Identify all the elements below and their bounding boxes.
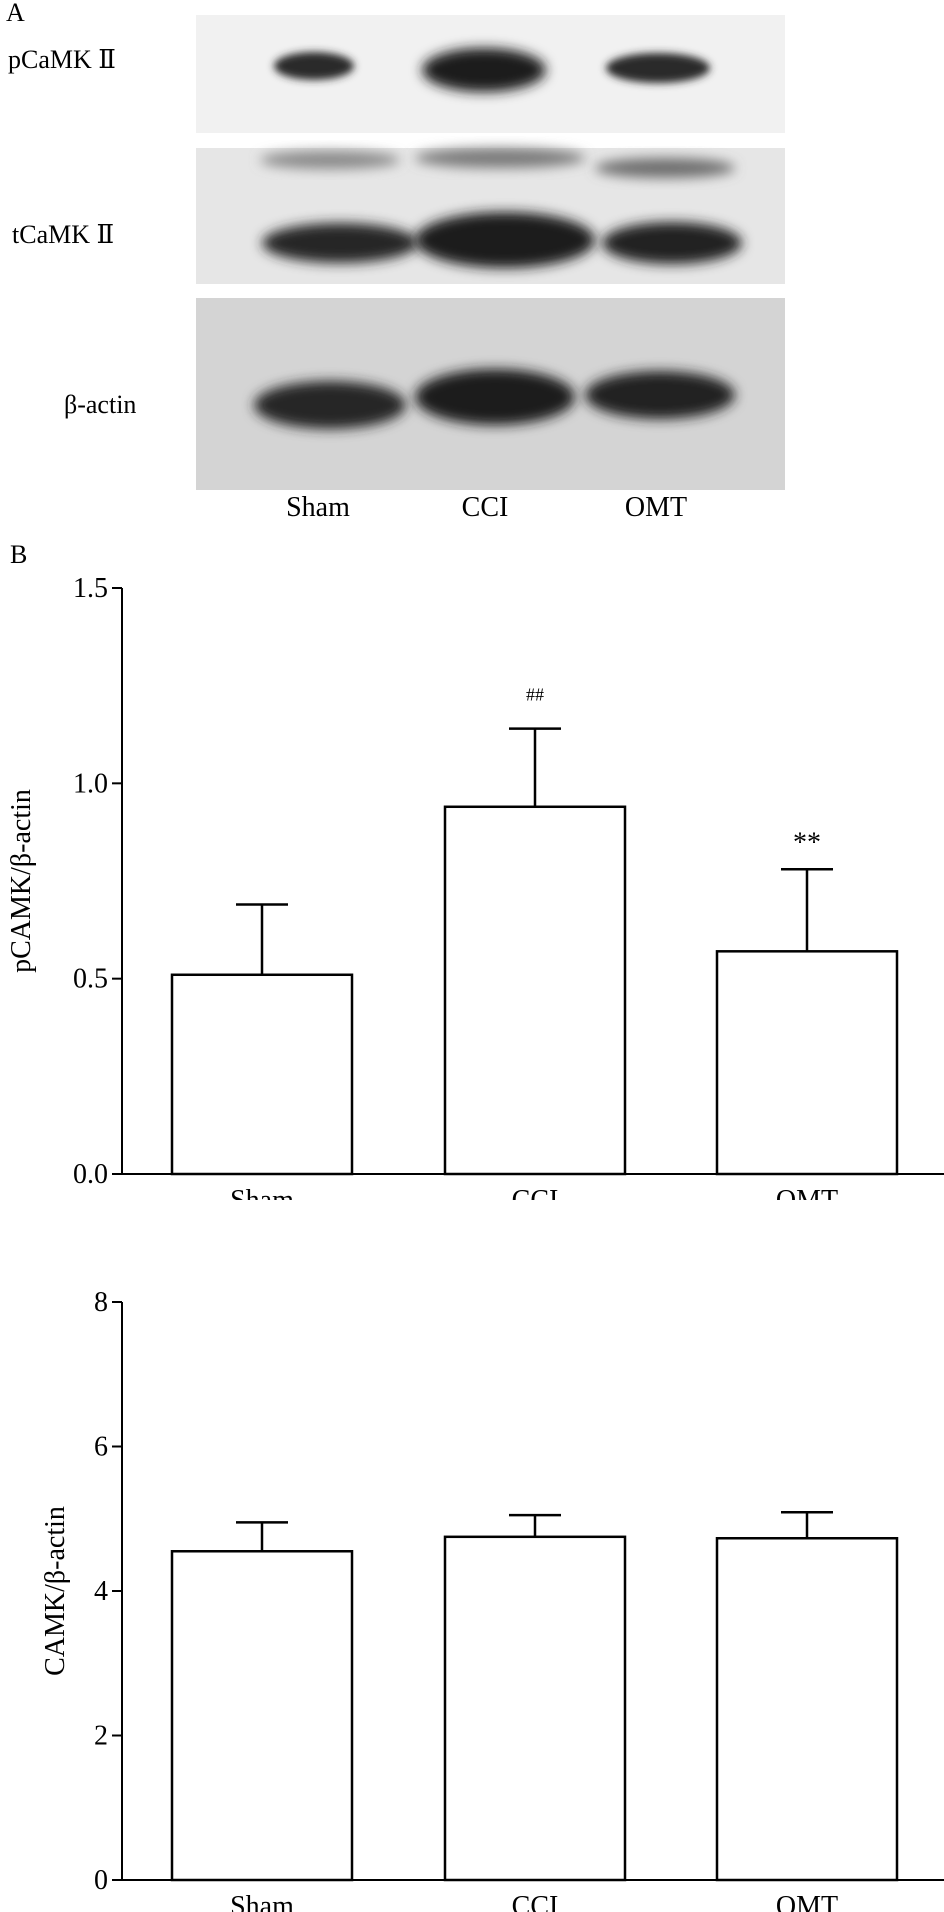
y-tick-label: 6 [94,1432,108,1463]
bar-sham [170,1550,354,1882]
y-tick-label: 0 [94,1865,108,1896]
band-actin-sham [254,381,406,429]
band-actin-omt [585,371,735,419]
y-axis-label: pCAMK/β-actin [6,789,37,973]
y-tick-label: 4 [94,1576,108,1607]
blot-row-label-tcamk: tCaMK Ⅱ [12,220,115,249]
band-tcamk-upper-sham [260,151,400,169]
band-actin-cci [415,369,575,425]
y-tick-label: 1.0 [73,768,108,799]
band-tcamk-upper-omt [595,158,735,178]
y-tick-label: 2 [94,1721,108,1752]
bar-omt [715,950,899,1176]
y-tick-label: 0.5 [73,964,108,995]
band-tcamk-cci [415,212,595,268]
x-tick-label: Sham [230,1891,294,1912]
blot-row-label-beta-actin: β-actin [64,390,137,419]
lane-label-omt: OMT [624,492,688,523]
band-pcamk-sham [274,52,354,80]
panel-b-label: B [10,540,28,569]
bar-cci [443,805,627,1176]
y-tick-label: 1.5 [73,573,108,604]
y-tick-label: 0.0 [73,1159,108,1190]
y-axis-label: CAMK/β-actin [40,1506,71,1676]
significance-marker: ** [793,827,821,858]
x-tick-label: OMT [776,1891,838,1912]
bar-sham [170,973,354,1176]
band-tcamk-sham [262,223,418,263]
lane-label-cci: CCI [461,492,509,523]
band-tcamk-upper-cci [415,148,585,168]
western-blot-image [196,15,785,490]
bar-omt [715,1537,899,1882]
band-pcamk-omt [606,53,710,83]
y-tick-label: 8 [94,1292,108,1318]
band-tcamk-omt [602,222,742,264]
lane-label-sham: Sham [286,492,350,523]
x-tick-label: Sham [230,1185,294,1200]
band-pcamk-cci [422,48,546,92]
bar-cci [443,1535,627,1882]
pcamk-bar-chart: 0.0 0.5 1.0 1.5 pCAMK/β-actin Sham ## CCI ** OMT [6,573,944,1200]
panel-a-label: A [6,0,25,27]
blot-row-label-pcamk: pCaMK Ⅱ [8,45,116,74]
x-tick-label: OMT [776,1185,838,1200]
x-tick-label: CCI [512,1185,559,1200]
x-tick-label: CCI [512,1891,559,1912]
camk-bar-chart: 0 2 4 6 8 CAMK/β-actin Sham CCI OMT [40,1292,944,1912]
significance-marker: ## [526,685,544,705]
